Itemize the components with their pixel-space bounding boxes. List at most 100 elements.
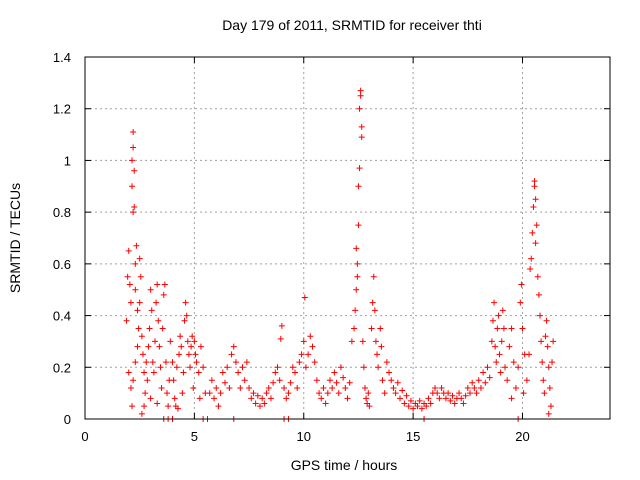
data-point [374, 351, 381, 358]
data-point [407, 397, 414, 404]
data-point [401, 400, 408, 407]
data-point [475, 377, 482, 384]
data-point [158, 384, 165, 391]
data-point [508, 325, 515, 332]
data-point [123, 317, 130, 324]
data-point [346, 379, 353, 386]
data-point [451, 400, 458, 407]
data-point [523, 377, 530, 384]
data-point [132, 359, 139, 366]
data-point [127, 299, 134, 306]
data-point [546, 384, 553, 391]
data-point [469, 379, 476, 386]
data-point [531, 183, 538, 190]
data-point [294, 384, 301, 391]
data-point [173, 364, 180, 371]
data-point [531, 178, 538, 185]
data-point [365, 390, 372, 397]
data-point [369, 299, 376, 306]
axes [84, 56, 611, 420]
data-point [146, 325, 153, 332]
data-point [366, 403, 373, 410]
data-point [296, 359, 303, 366]
data-point [316, 390, 323, 397]
data-point [518, 281, 525, 288]
data-point [167, 338, 174, 345]
data-point [360, 364, 367, 371]
data-point [532, 240, 539, 247]
data-point [157, 364, 164, 371]
data-point [471, 384, 478, 391]
data-point [219, 369, 226, 376]
data-point [359, 338, 366, 345]
data-point [504, 377, 511, 384]
data-point [145, 343, 152, 350]
data-point [355, 183, 362, 190]
data-point [405, 403, 412, 410]
data-point [246, 384, 253, 391]
data-point [515, 364, 522, 371]
data-point [528, 255, 535, 262]
data-point [208, 377, 215, 384]
data-point [462, 392, 469, 399]
data-point [379, 377, 386, 384]
x-axis-ticks: 0 5 10 15 20 [81, 57, 530, 444]
x-axis-label: GPS time / hours [291, 457, 398, 473]
data-point [414, 403, 421, 410]
data-point [272, 369, 279, 376]
data-point [126, 281, 133, 288]
data-point [301, 294, 308, 301]
data-point [124, 273, 131, 280]
data-point [416, 397, 423, 404]
data-point [357, 92, 364, 99]
data-point [159, 325, 166, 332]
data-point [141, 369, 148, 376]
data-point [545, 410, 552, 417]
data-point [449, 392, 456, 399]
data-point [130, 209, 137, 216]
data-point [130, 144, 137, 151]
data-point [129, 157, 136, 164]
data-point [211, 395, 218, 402]
y-tick-label: 1.4 [53, 50, 71, 65]
gridlines [85, 57, 610, 419]
data-point [370, 273, 377, 280]
data-point [164, 390, 171, 397]
data-point [152, 338, 158, 345]
data-point [467, 390, 473, 397]
data-point [254, 392, 261, 399]
data-point [394, 379, 401, 386]
data-point [147, 286, 154, 293]
data-point [237, 384, 244, 391]
data-point [464, 384, 471, 391]
data-point [388, 377, 395, 384]
y-tick-label: 1 [64, 153, 71, 168]
data-point [309, 343, 316, 350]
data-point [506, 343, 513, 350]
data-point [340, 374, 347, 381]
data-point [356, 105, 363, 112]
data-point [458, 395, 465, 402]
data-point [532, 196, 539, 203]
data-point [492, 343, 499, 350]
data-point [267, 395, 274, 402]
data-point [170, 377, 177, 384]
data-point [375, 364, 382, 371]
y-tick-label: 0.2 [53, 360, 71, 375]
data-point [257, 403, 263, 410]
data-point [132, 286, 139, 293]
data-point [456, 390, 463, 397]
x-tick-label: 10 [297, 429, 311, 444]
data-point [206, 390, 213, 397]
data-point [180, 369, 187, 376]
data-point [543, 317, 550, 324]
data-point [261, 400, 268, 407]
data-point [549, 359, 556, 366]
data-point [460, 400, 467, 407]
data-point [344, 395, 351, 402]
data-point [425, 395, 432, 402]
data-point [545, 364, 552, 371]
data-point [484, 364, 491, 371]
data-point [129, 183, 136, 190]
